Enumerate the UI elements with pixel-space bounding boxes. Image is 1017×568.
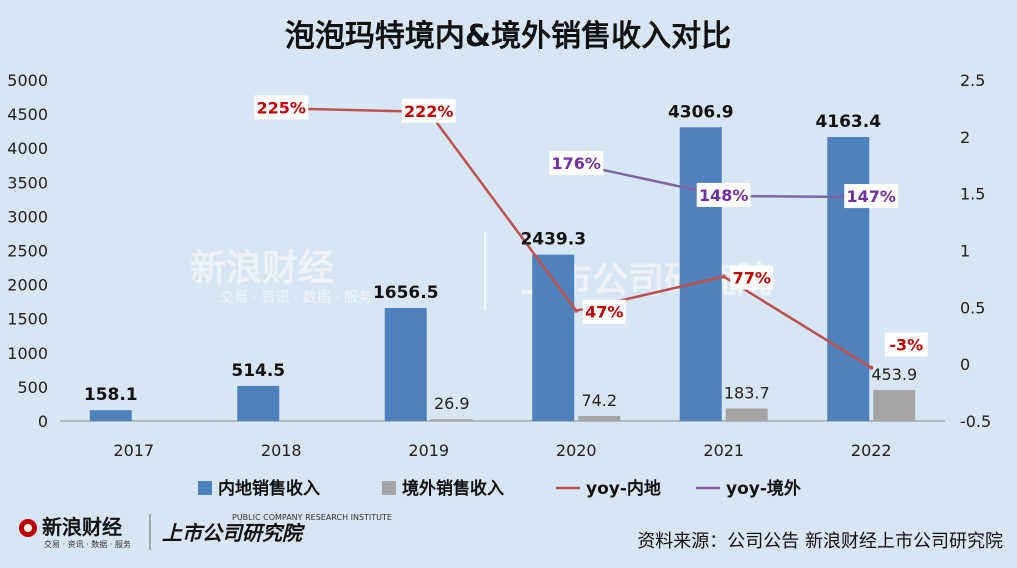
line-yoy-overseas-label: 148%: [699, 186, 748, 205]
line-label-box: [549, 151, 604, 176]
left-tick-label: 4000: [7, 139, 48, 158]
right-tick-label: 0: [960, 355, 970, 374]
legend-swatch: [198, 481, 212, 495]
line-label-box: [884, 332, 928, 357]
right-tick-label: 0.5: [960, 298, 985, 317]
left-tick-label: 3500: [7, 173, 48, 192]
x-tick-label: 2022: [851, 441, 892, 460]
bar-overseas-label: 26.9: [434, 394, 470, 413]
right-tick-label: 1.5: [960, 185, 985, 204]
x-tick-label: 2020: [556, 441, 597, 460]
line-label-box: [582, 299, 626, 324]
right-tick-label: 2.5: [960, 71, 985, 90]
line-label-box: [730, 265, 774, 290]
bar-overseas: [430, 419, 473, 421]
sina-eye-pupil-icon: [24, 524, 32, 532]
right-axis: 2.5 2 1.5 1 0.5 0 -0.5: [960, 71, 991, 431]
point-yoy-domestic: [721, 274, 726, 279]
footer-logos: 新浪财经 交易 · 资讯 · 数据 · 服务 上市公司研究院 PUBLIC CO…: [19, 513, 392, 550]
left-tick-label: 4500: [7, 105, 48, 124]
bar-domestic-label: 514.5: [231, 361, 285, 381]
bar-domestic: [237, 385, 280, 421]
watermark-sina-sub: 交易 · 资讯 · 数据 · 服务: [220, 289, 372, 306]
bar-overseas: [873, 390, 916, 421]
bar-labels: 158.1 514.5 1656.5 2439.3 4306.9 4163.4 26.9 74…: [84, 102, 917, 413]
legend-label: yoy-境外: [726, 478, 801, 499]
left-tick-label: 3000: [7, 207, 48, 226]
legend-label: yoy-内地: [586, 478, 661, 499]
right-tick-label: -0.5: [960, 412, 991, 431]
line-label-box: [401, 98, 456, 123]
legend-label: 境外销售收入: [402, 478, 504, 499]
point-yoy-domestic: [869, 365, 874, 370]
right-tick-label: 1: [960, 242, 970, 261]
point-yoy-domestic: [574, 308, 579, 313]
line-label-box: [254, 95, 309, 120]
left-tick-label: 500: [17, 378, 48, 397]
bar-domestic: [679, 127, 722, 422]
line-yoy-domestic-label: 47%: [585, 303, 623, 322]
bar-overseas: [725, 408, 768, 421]
bar-domestic-label: 1656.5: [373, 283, 439, 303]
bar-domestic: [89, 410, 132, 421]
bar-domestic: [827, 137, 870, 421]
legend: 内地销售收入 境外销售收入 yoy-内地 yoy-境外: [198, 478, 801, 499]
line-yoy-overseas-label: 176%: [552, 154, 601, 173]
bars: [89, 127, 916, 422]
legend-swatch: [382, 481, 396, 495]
line-yoy-domestic-label: 77%: [733, 269, 771, 288]
bar-domestic-label: 2439.3: [520, 230, 586, 250]
bar-domestic-label: 4306.9: [668, 102, 734, 122]
line-yoy-overseas-label: 147%: [847, 187, 896, 206]
bar-overseas-label: 183.7: [724, 383, 770, 402]
x-tick-label: 2019: [408, 441, 449, 460]
bar-domestic: [384, 308, 427, 421]
left-tick-label: 1500: [7, 310, 48, 329]
bar-domestic-label: 158.1: [84, 385, 138, 405]
chart-title: 泡泡玛特境内&境外销售收入对比: [285, 19, 731, 54]
bar-domestic: [532, 254, 575, 421]
left-tick-label: 5000: [7, 71, 48, 90]
left-tick-label: 0: [38, 412, 48, 431]
x-tick-label: 2021: [703, 441, 744, 460]
line-label-box: [696, 182, 751, 207]
bar-overseas: [578, 415, 621, 421]
line-yoy-domestic-label: 225%: [257, 98, 306, 117]
line-label-box: [844, 184, 899, 209]
bar-domestic-label: 4163.4: [815, 112, 881, 132]
logo-institute-sub: PUBLIC COMPANY RESEARCH INSTITUTE: [232, 513, 392, 522]
source-note: 资料来源：公司公告 新浪财经上市公司研究院: [637, 531, 1003, 552]
line-yoy-domestic-label: -3%: [889, 336, 923, 355]
left-tick-label: 1000: [7, 344, 48, 363]
watermark-sina: 新浪财经: [190, 248, 334, 289]
bar-overseas-label: 453.9: [871, 365, 917, 384]
logo-sina: 新浪财经: [42, 515, 122, 539]
left-tick-label: 2500: [7, 242, 48, 261]
right-tick-label: 2: [960, 128, 970, 147]
x-tick-label: 2017: [113, 441, 154, 460]
line-yoy-domestic-label: 222%: [404, 102, 453, 121]
logo-institute: 上市公司研究院: [162, 521, 306, 545]
line-labels: 225% 222% 47% 77% -3% 176% 148% 147%: [254, 95, 928, 357]
left-tick-label: 2000: [7, 276, 48, 295]
x-axis: 2017 2018 2019 2020 2021 2022: [113, 441, 891, 460]
logo-sina-sub: 交易 · 资讯 · 数据 · 服务: [44, 539, 131, 549]
legend-label: 内地销售收入: [218, 478, 320, 499]
x-tick-label: 2018: [261, 441, 302, 460]
bar-overseas-label: 74.2: [581, 391, 617, 410]
